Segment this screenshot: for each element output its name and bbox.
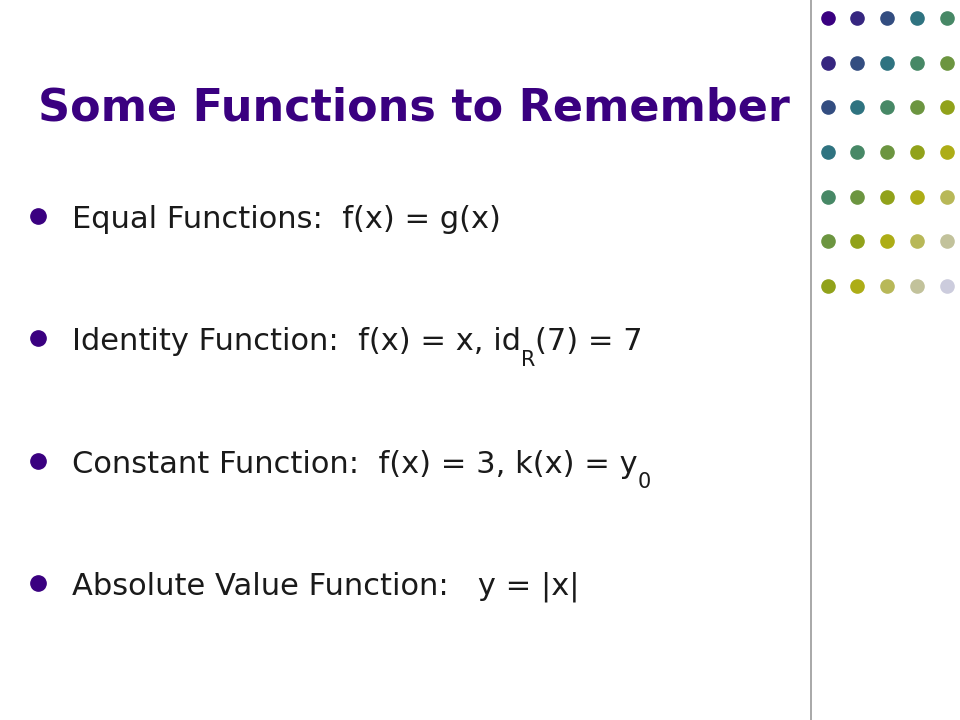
- Text: R: R: [521, 350, 536, 370]
- Text: Some Functions to Remember: Some Functions to Remember: [38, 86, 790, 130]
- Text: Absolute Value Function:   y = |x|: Absolute Value Function: y = |x|: [72, 572, 580, 602]
- Text: Identity Function:  f(x) = x, id: Identity Function: f(x) = x, id: [72, 328, 521, 356]
- Text: Equal Functions:  f(x) = g(x): Equal Functions: f(x) = g(x): [72, 205, 501, 234]
- Text: (7) = 7: (7) = 7: [536, 328, 643, 356]
- Text: Constant Function:  f(x) = 3, k(x) = y: Constant Function: f(x) = 3, k(x) = y: [72, 450, 637, 479]
- Text: 0: 0: [637, 472, 651, 492]
